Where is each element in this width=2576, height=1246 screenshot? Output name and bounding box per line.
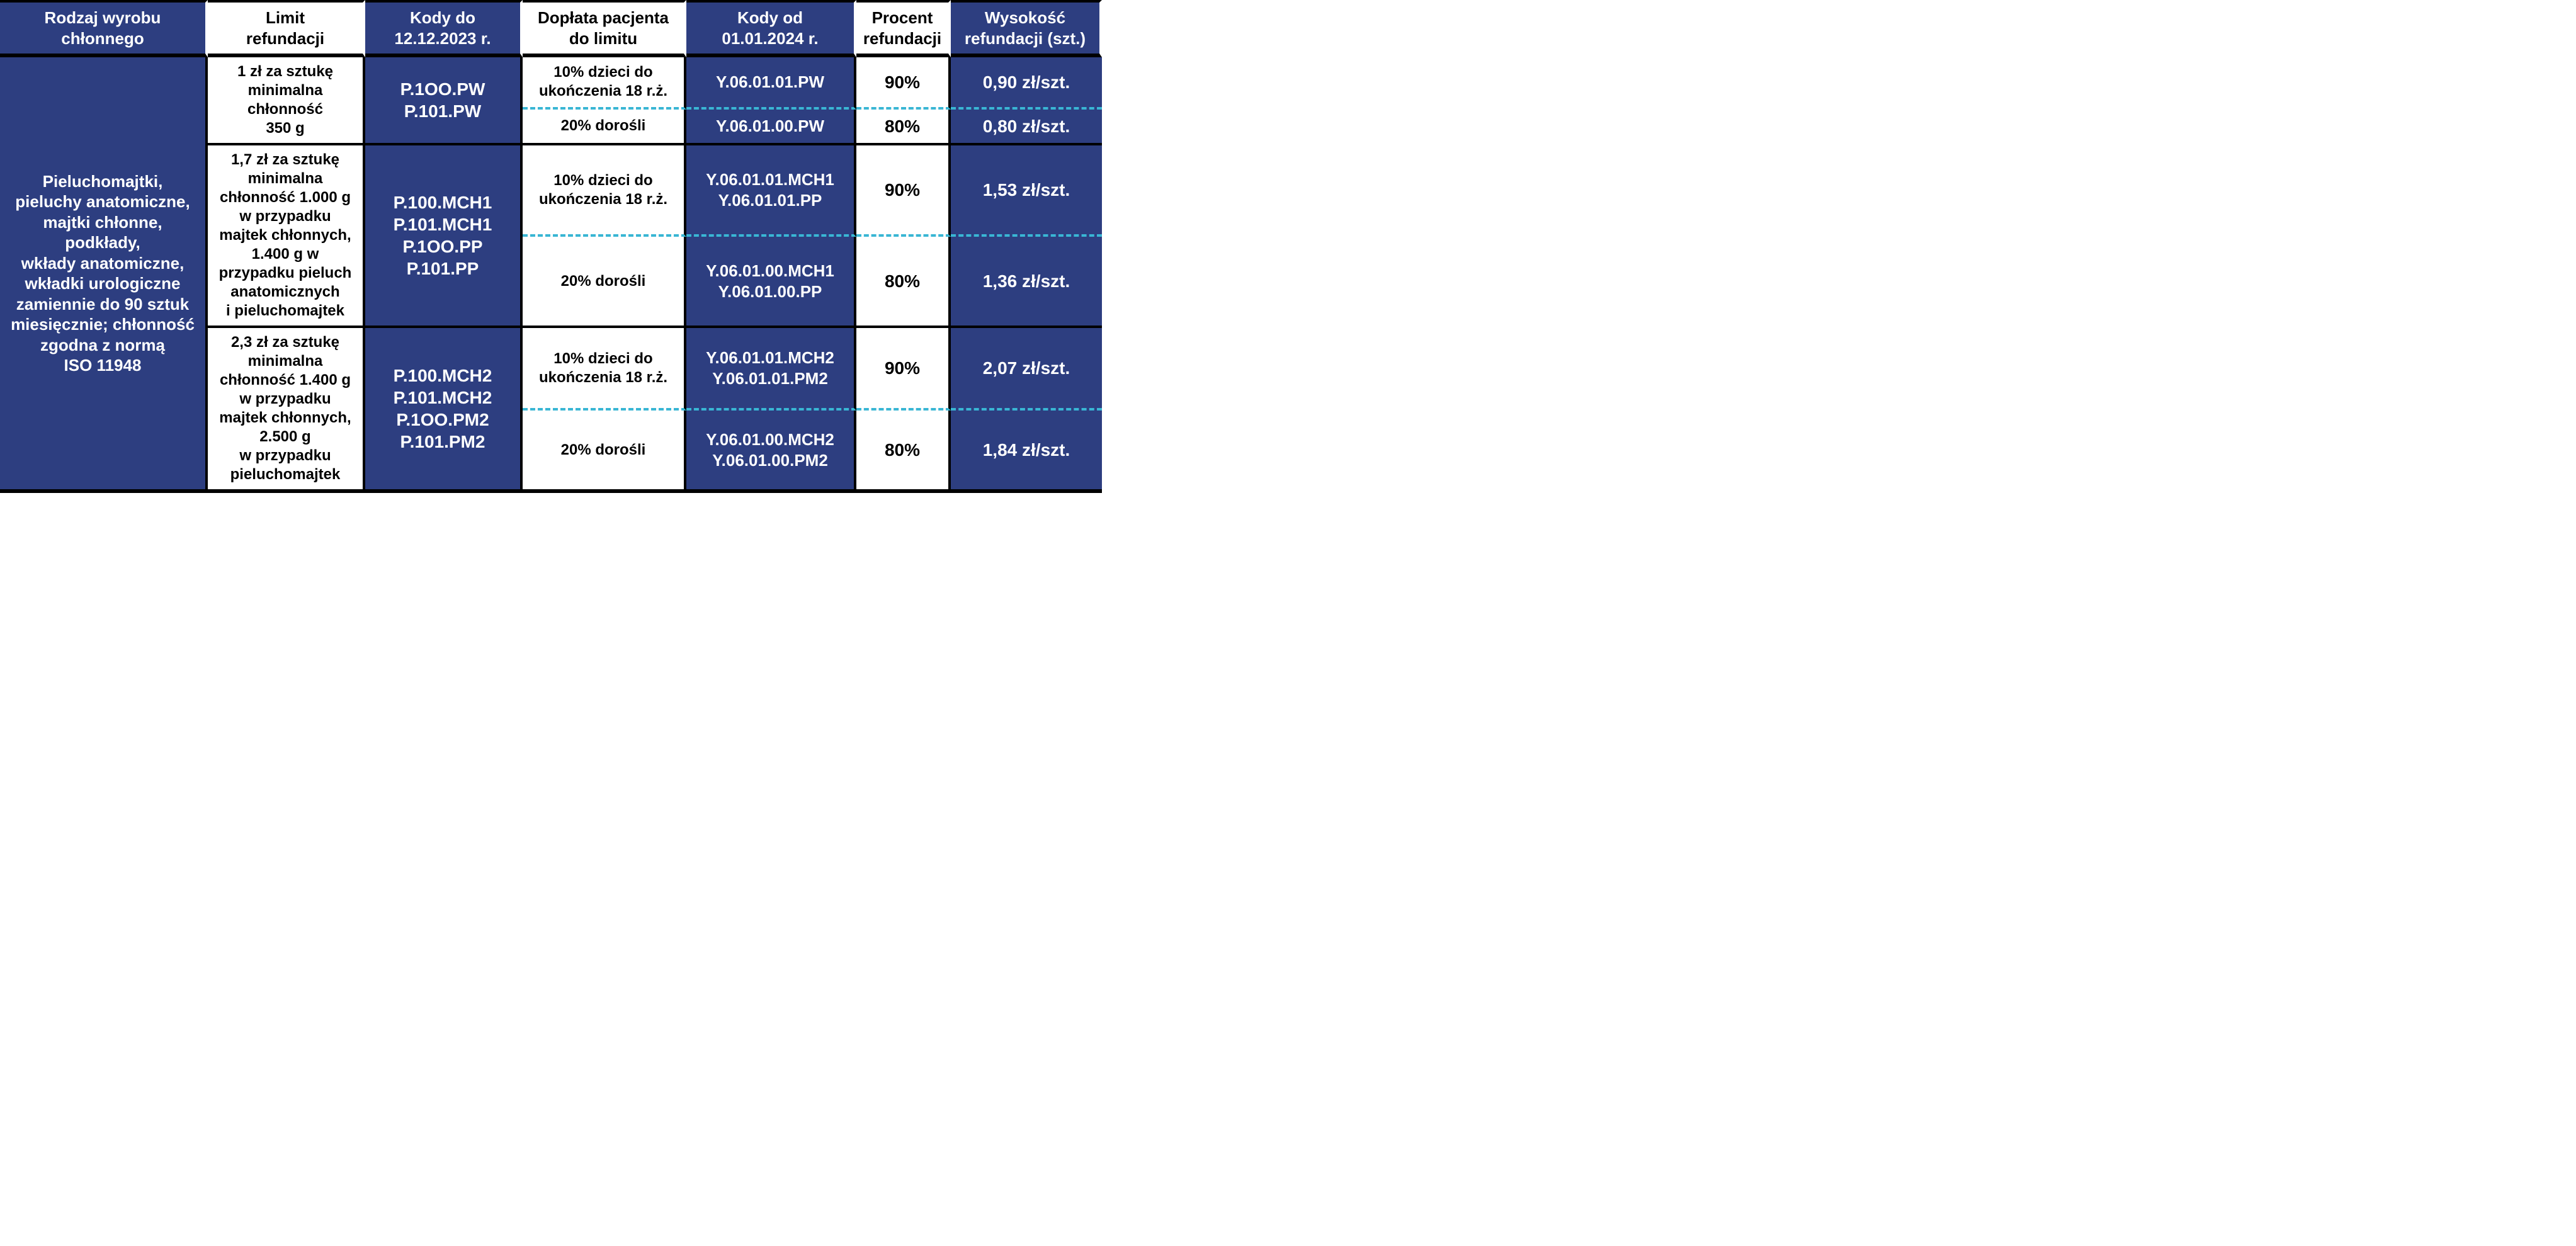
procent-g1-s2: 80%	[856, 110, 951, 146]
limit-g1: 1 zł za sztukę minimalna chłonność 350 g	[208, 57, 365, 145]
doplata-g1-s2: 20% dorośli	[523, 110, 686, 146]
oldcodes-g3: P.100.MCH2 P.101.MCH2 P.1OO.PM2 P.101.PM…	[365, 328, 523, 493]
procent-g3-s2: 80%	[856, 411, 951, 493]
col-header-new-codes: Kody od 01.01.2024 r.	[686, 0, 856, 57]
col-header-product-type: Rodzaj wyrobu chłonnego	[0, 0, 208, 57]
col-header-old-codes: Kody do 12.12.2023 r.	[365, 0, 523, 57]
reimbursement-table: Rodzaj wyrobu chłonnego Limit refundacji…	[0, 0, 1102, 493]
procent-g1-s1: 90%	[856, 57, 951, 110]
doplata-g1-s1: 10% dzieci do ukończenia 18 r.ż.	[523, 57, 686, 110]
limit-g3: 2,3 zł za sztukę minimalna chłonność 1.4…	[208, 328, 365, 493]
wys-g2-s2: 1,36 zł/szt.	[951, 237, 1102, 328]
col-header-doplata: Dopłata pacjenta do limitu	[523, 0, 686, 57]
doplata-g3-s2: 20% dorośli	[523, 411, 686, 493]
wys-g1-s1: 0,90 zł/szt.	[951, 57, 1102, 110]
limit-g2: 1,7 zł za sztukę minimalna chłonność 1.0…	[208, 145, 365, 328]
row-label-product: Pieluchomajtki, pieluchy anatomiczne, ma…	[0, 57, 208, 493]
col-header-wysokosc: Wysokość refundacji (szt.)	[951, 0, 1102, 57]
doplata-g3-s1: 10% dzieci do ukończenia 18 r.ż.	[523, 328, 686, 411]
wys-g2-s1: 1,53 zł/szt.	[951, 145, 1102, 237]
newcodes-g2-s1: Y.06.01.01.MCH1 Y.06.01.01.PP	[686, 145, 856, 237]
col-header-limit: Limit refundacji	[208, 0, 365, 57]
wys-g1-s2: 0,80 zł/szt.	[951, 110, 1102, 146]
oldcodes-g2: P.100.MCH1 P.101.MCH1 P.1OO.PP P.101.PP	[365, 145, 523, 328]
wys-g3-s1: 2,07 zł/szt.	[951, 328, 1102, 411]
col-header-procent: Procent refundacji	[856, 0, 951, 57]
newcodes-g3-s1: Y.06.01.01.MCH2 Y.06.01.01.PM2	[686, 328, 856, 411]
wys-g3-s2: 1,84 zł/szt.	[951, 411, 1102, 493]
oldcodes-g1: P.1OO.PW P.101.PW	[365, 57, 523, 145]
newcodes-g1-s2: Y.06.01.00.PW	[686, 110, 856, 146]
newcodes-g2-s2: Y.06.01.00.MCH1 Y.06.01.00.PP	[686, 237, 856, 328]
doplata-g2-s1: 10% dzieci do ukończenia 18 r.ż.	[523, 145, 686, 237]
doplata-g2-s2: 20% dorośli	[523, 237, 686, 328]
procent-g2-s2: 80%	[856, 237, 951, 328]
newcodes-g1-s1: Y.06.01.01.PW	[686, 57, 856, 110]
procent-g2-s1: 90%	[856, 145, 951, 237]
newcodes-g3-s2: Y.06.01.00.MCH2 Y.06.01.00.PM2	[686, 411, 856, 493]
procent-g3-s1: 90%	[856, 328, 951, 411]
